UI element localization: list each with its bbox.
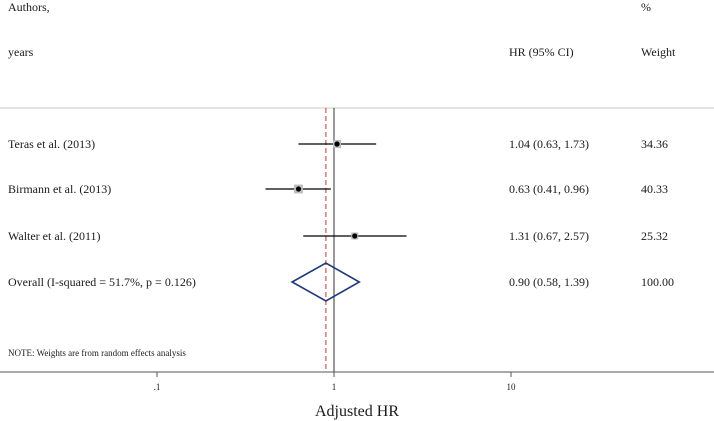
table-header: Authors, years HR (95% CI) % Weight xyxy=(8,0,676,59)
x-tick-label: 1 xyxy=(332,382,337,392)
header-authors: Authors, xyxy=(8,0,50,14)
x-tick-label: 10 xyxy=(507,382,517,392)
study-hr-ci: 0.63 (0.41, 0.96) xyxy=(509,182,589,196)
overall-hr-ci: 0.90 (0.58, 1.39) xyxy=(509,275,589,289)
header-hr-ci: HR (95% CI) xyxy=(509,45,574,59)
x-tick-label: .1 xyxy=(154,382,161,392)
study-point-estimate xyxy=(352,233,358,239)
study-weight: 34.36 xyxy=(641,137,668,151)
study-point-estimate xyxy=(334,141,340,147)
header-weight: Weight xyxy=(641,45,676,59)
header-years: years xyxy=(8,45,34,59)
study-hr-ci: 1.31 (0.67, 2.57) xyxy=(509,229,589,243)
overall-label: Overall (I-squared = 51.7%, p = 0.126) xyxy=(8,275,196,289)
weights-note: NOTE: Weights are from random effects an… xyxy=(8,348,186,358)
study-label: Birmann et al. (2013) xyxy=(8,182,111,196)
study-label: Teras et al. (2013) xyxy=(8,137,95,151)
overall-weight: 100.00 xyxy=(641,275,674,289)
header-percent: % xyxy=(641,0,651,14)
study-weight: 25.32 xyxy=(641,229,668,243)
study-hr-ci: 1.04 (0.63, 1.73) xyxy=(509,137,589,151)
study-point-estimate xyxy=(295,186,302,192)
study-weight: 40.33 xyxy=(641,182,668,196)
x-axis-title: Adjusted HR xyxy=(315,403,399,420)
study-label: Walter et al. (2011) xyxy=(8,229,101,243)
overall-diamond xyxy=(290,262,361,302)
